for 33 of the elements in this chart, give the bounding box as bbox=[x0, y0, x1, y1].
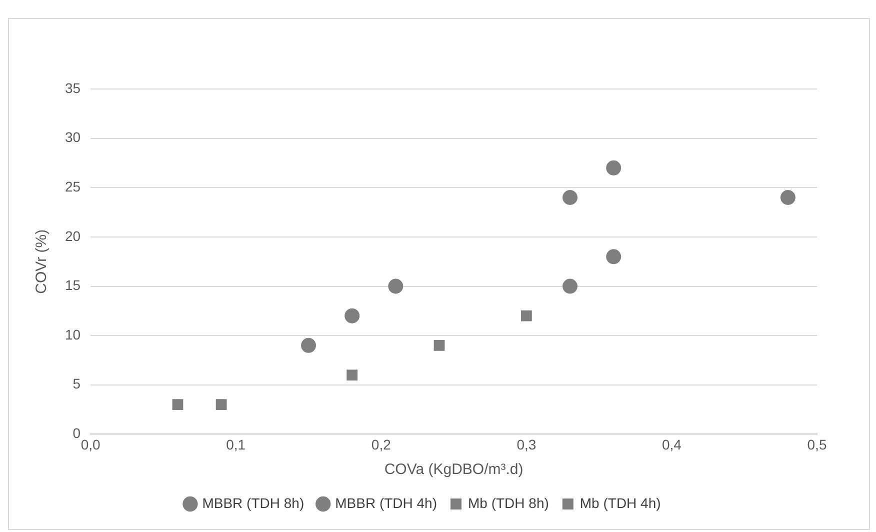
y-tick-label: 0 bbox=[72, 425, 81, 442]
point bbox=[216, 399, 227, 410]
y-tick-label: 15 bbox=[64, 277, 81, 294]
point bbox=[301, 338, 316, 353]
legend-label: MBBR (TDH 8h) bbox=[202, 494, 304, 511]
x-axis-title: COVa (KgDBO/m³.d) bbox=[384, 461, 524, 478]
x-tick-label: 0,3 bbox=[516, 436, 536, 452]
y-tick-label: 35 bbox=[64, 80, 81, 96]
x-tick-label: 0,4 bbox=[662, 436, 682, 452]
y-axis-title: COVr (%) bbox=[33, 229, 50, 294]
point bbox=[606, 160, 622, 176]
y-tick-label: 10 bbox=[64, 326, 81, 342]
point bbox=[172, 399, 184, 410]
point bbox=[520, 310, 532, 322]
point bbox=[346, 370, 358, 380]
y-tick-label: 30 bbox=[64, 129, 81, 146]
y-tick-label: 5 bbox=[72, 376, 81, 392]
y-tick-label: 25 bbox=[64, 178, 81, 194]
point bbox=[562, 190, 578, 205]
point bbox=[562, 278, 578, 294]
point bbox=[344, 308, 360, 324]
point bbox=[606, 249, 622, 264]
x-tick-label: 0,0 bbox=[80, 436, 101, 452]
y-tick-label: 20 bbox=[64, 228, 81, 244]
x-tick-label: 0,2 bbox=[371, 436, 392, 452]
point bbox=[780, 190, 796, 205]
legend-label: Mb (TDH 4h) bbox=[580, 494, 661, 511]
legend-label: Mb (TDH 8h) bbox=[468, 494, 549, 511]
x-tick-label: 0,5 bbox=[807, 436, 827, 452]
point bbox=[388, 278, 404, 294]
legend-label: MBBR (TDH 4h) bbox=[335, 494, 438, 511]
x-tick-label: 0,1 bbox=[226, 436, 246, 452]
point bbox=[434, 340, 445, 351]
